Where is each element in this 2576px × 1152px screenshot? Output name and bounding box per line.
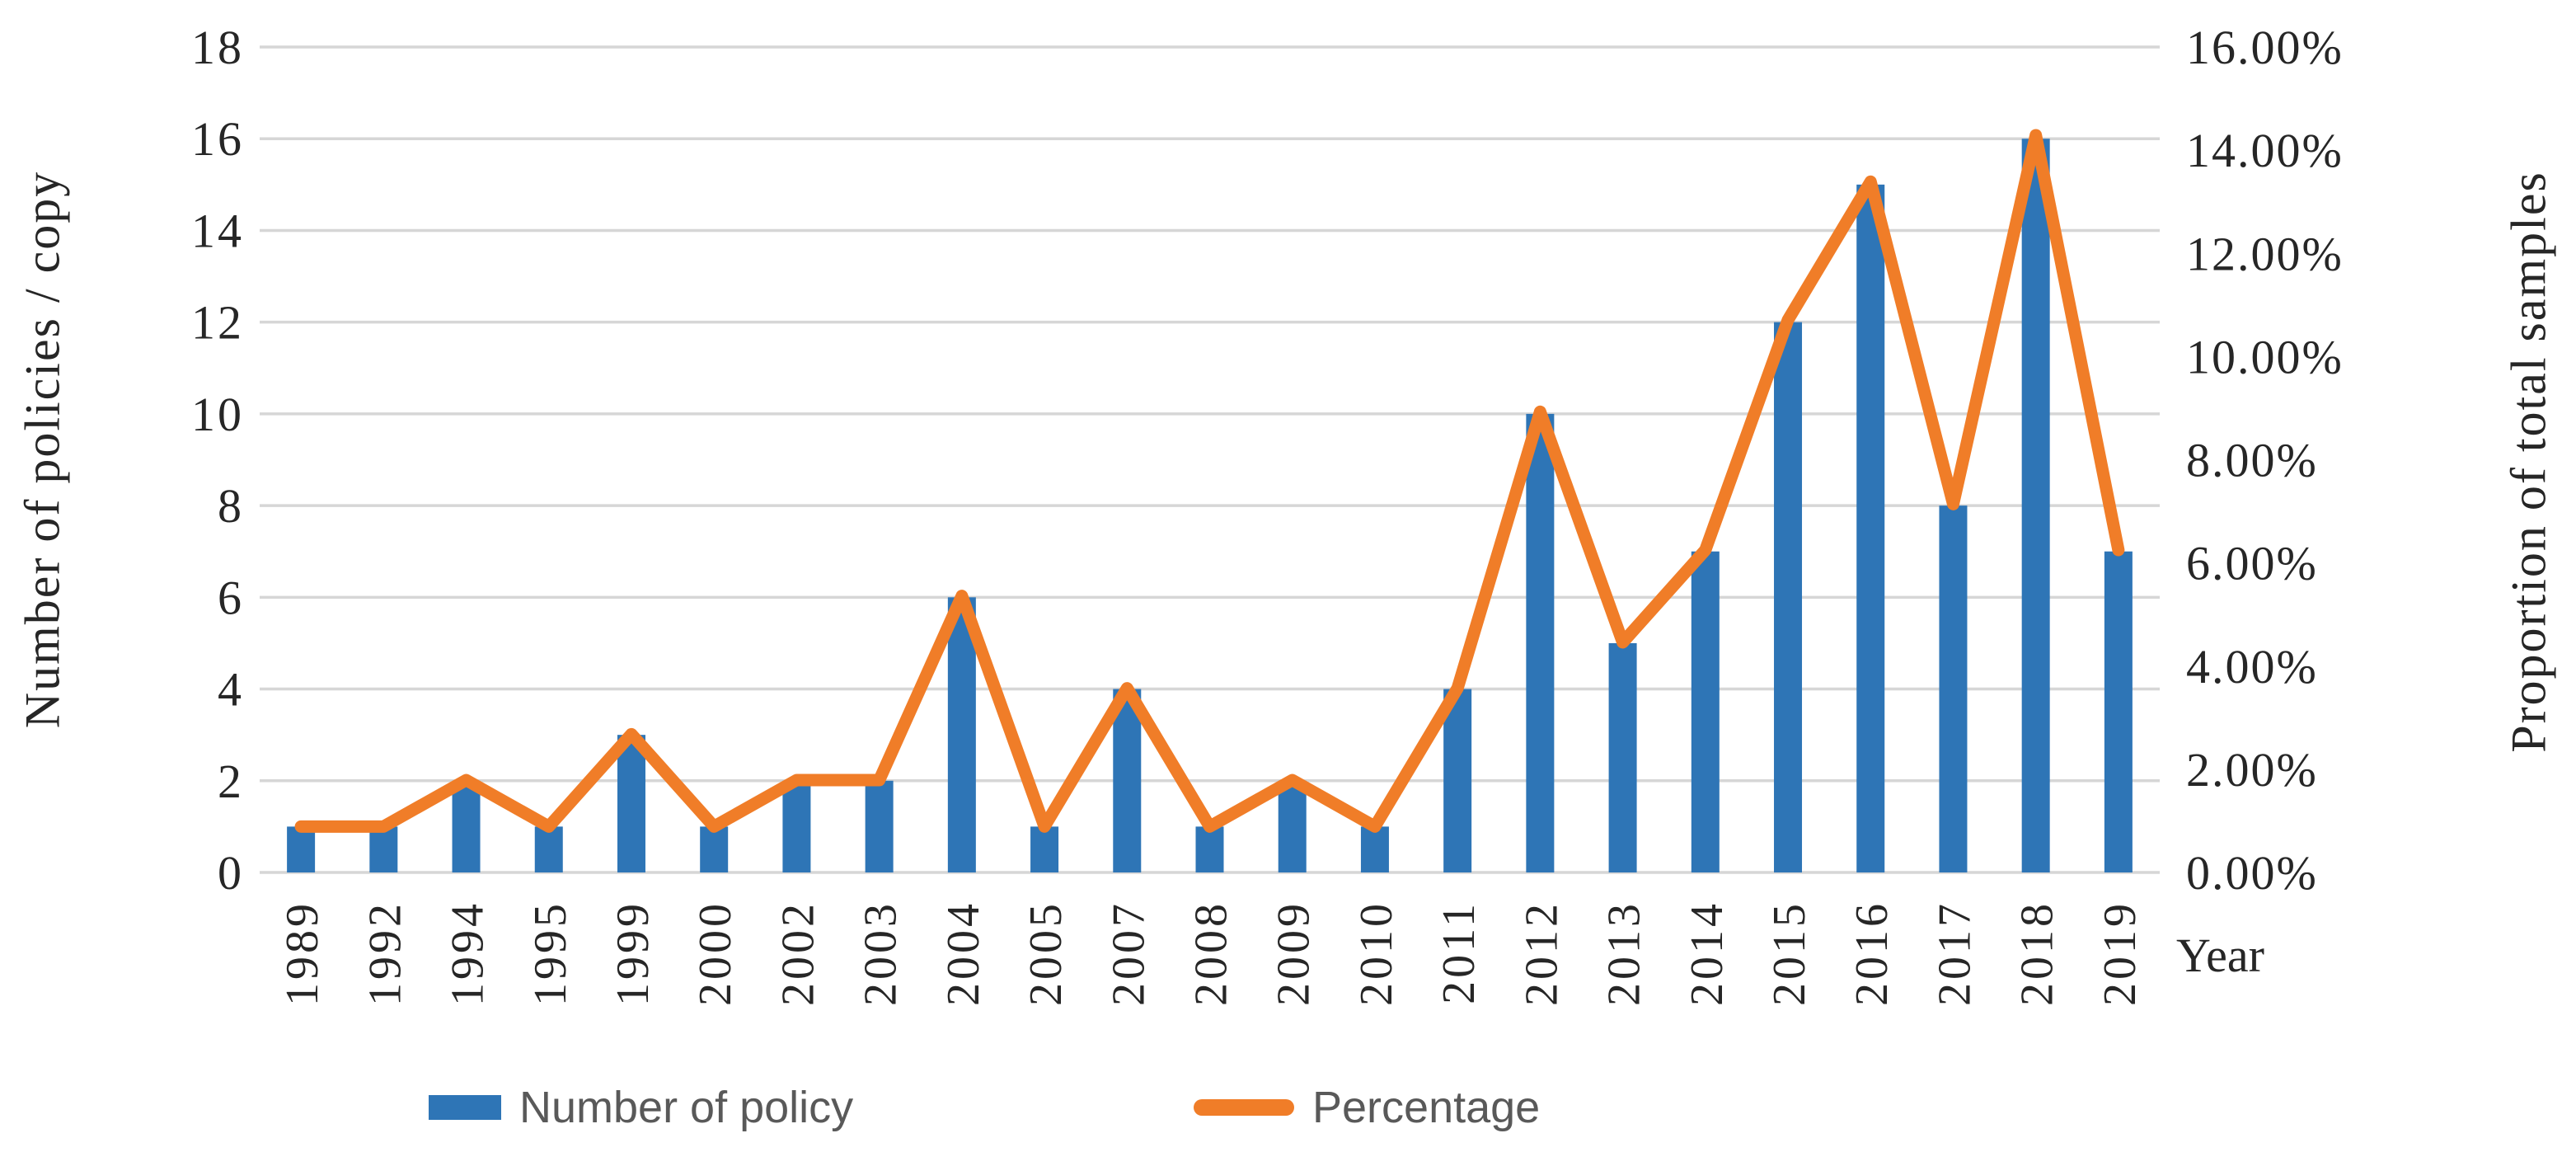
left-tick-8: 8: [218, 479, 244, 533]
x-tick-1994: 1994: [443, 900, 494, 1006]
bar-2008: [1195, 826, 1224, 872]
right-tick-6: 6.00%: [2186, 537, 2318, 590]
left-tick-6: 6: [218, 571, 244, 624]
bar-2012: [1526, 413, 1555, 872]
x-tick-2018: 2018: [2012, 900, 2063, 1006]
bar-2017: [1939, 505, 1968, 872]
right-tick-0: 0.00%: [2186, 846, 2318, 900]
x-tick-2005: 2005: [1021, 900, 1072, 1006]
x-tick-2003: 2003: [856, 900, 907, 1006]
right-tick-2: 2.00%: [2186, 743, 2318, 797]
bar-2009: [1278, 780, 1307, 872]
bar-2011: [1443, 689, 1472, 872]
right-tick-12: 12.00%: [2186, 227, 2344, 280]
x-tick-2008: 2008: [1186, 900, 1237, 1006]
bar-1994: [452, 780, 481, 872]
x-tick-1995: 1995: [525, 900, 576, 1006]
x-tick-2010: 2010: [1351, 900, 1402, 1006]
left-axis-title: Number of policies / copy: [15, 170, 70, 729]
left-tick-2: 2: [218, 755, 244, 808]
x-axis-title: Year: [2176, 929, 2264, 982]
x-tick-1989: 1989: [277, 900, 328, 1006]
x-tick-2011: 2011: [1433, 900, 1485, 1004]
bar-1999: [617, 735, 645, 872]
bar-2005: [1030, 826, 1059, 872]
bar-2004: [947, 597, 976, 872]
right-tick-14: 14.00%: [2186, 124, 2344, 177]
x-tick-2013: 2013: [1599, 900, 1650, 1006]
x-tick-2009: 2009: [1269, 900, 1320, 1006]
left-tick-4: 4: [218, 663, 244, 717]
x-tick-2007: 2007: [1103, 900, 1154, 1006]
bar-1989: [287, 826, 316, 872]
bar-2007: [1113, 689, 1142, 872]
legend-line-swatch: [1194, 1099, 1294, 1116]
bar-2019: [2104, 551, 2133, 872]
left-tick-12: 12: [191, 296, 244, 350]
line-percentage: [294, 129, 2125, 833]
legend-bar-label: Number of policy: [519, 1083, 854, 1132]
bar-2000: [700, 826, 729, 872]
x-tick-2015: 2015: [1764, 900, 1815, 1006]
x-tick-2012: 2012: [1516, 900, 1567, 1006]
bar-2010: [1360, 826, 1389, 872]
bar-2018: [2021, 139, 2050, 872]
left-tick-14: 14: [191, 204, 244, 257]
left-tick-0: 0: [218, 846, 244, 900]
bar-2003: [865, 780, 894, 872]
x-tick-2019: 2019: [2095, 900, 2146, 1006]
right-tick-8: 8.00%: [2186, 434, 2318, 487]
x-tick-1999: 1999: [608, 900, 659, 1006]
x-tick-2017: 2017: [1929, 900, 1980, 1006]
left-tick-10: 10: [191, 388, 244, 441]
bar-2014: [1691, 551, 1720, 872]
right-axis-title: Proportion of total samples: [2501, 171, 2556, 753]
bar-1992: [369, 826, 398, 872]
bar-1995: [534, 826, 563, 872]
right-tick-4: 4.00%: [2186, 640, 2318, 694]
legend-item-bar: Number of policy: [429, 1082, 853, 1133]
legend-item-line: Percentage: [1194, 1082, 1540, 1133]
x-tick-2002: 2002: [772, 900, 823, 1006]
legend-bar-swatch: [429, 1095, 501, 1120]
x-tick-2014: 2014: [1682, 900, 1733, 1006]
bar-2016: [1856, 184, 1885, 873]
bar-2013: [1608, 642, 1637, 872]
right-tick-10: 10.00%: [2186, 330, 2344, 383]
right-tick-16: 16.00%: [2186, 21, 2344, 74]
x-tick-1992: 1992: [359, 900, 411, 1006]
x-tick-2016: 2016: [1846, 900, 1898, 1006]
left-tick-18: 18: [191, 21, 244, 74]
bar-2015: [1774, 322, 1803, 873]
bar-2002: [782, 780, 811, 872]
x-tick-2000: 2000: [690, 900, 741, 1006]
left-tick-16: 16: [191, 112, 244, 166]
legend-line-label: Percentage: [1312, 1083, 1541, 1132]
x-tick-2004: 2004: [938, 900, 989, 1006]
